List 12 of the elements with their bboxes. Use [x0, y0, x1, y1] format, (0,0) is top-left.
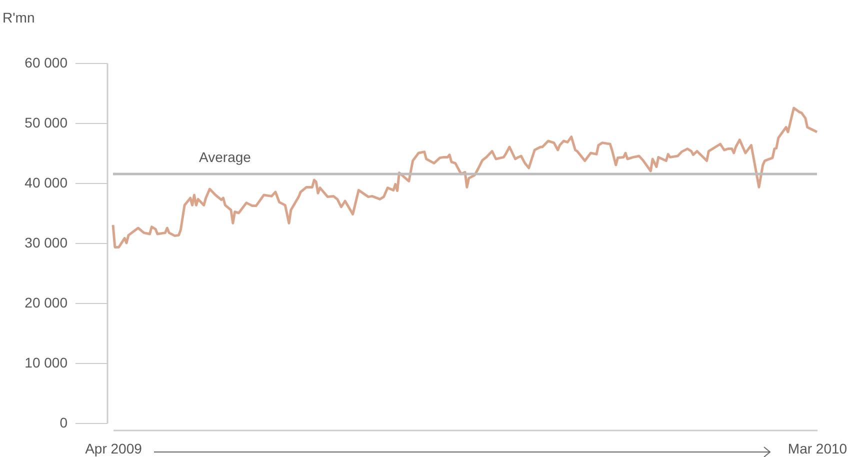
y-tick-label: 20 000 — [24, 294, 68, 310]
y-tick-label: 10 000 — [24, 354, 68, 370]
x-tick-label: Mar 2010 — [788, 440, 848, 456]
x-tick-label: Apr 2009 — [85, 440, 142, 456]
y-tick-label: 30 000 — [24, 234, 68, 250]
y-tick-label: 50 000 — [24, 114, 68, 130]
y-axis-title: R'mn — [2, 10, 35, 26]
line-series — [112, 106, 818, 248]
y-tick-label: 60 000 — [24, 54, 68, 70]
y-tick-label: 0 — [60, 414, 68, 430]
ref-line-label: Average — [199, 149, 252, 165]
y-tick-label: 40 000 — [24, 174, 68, 190]
